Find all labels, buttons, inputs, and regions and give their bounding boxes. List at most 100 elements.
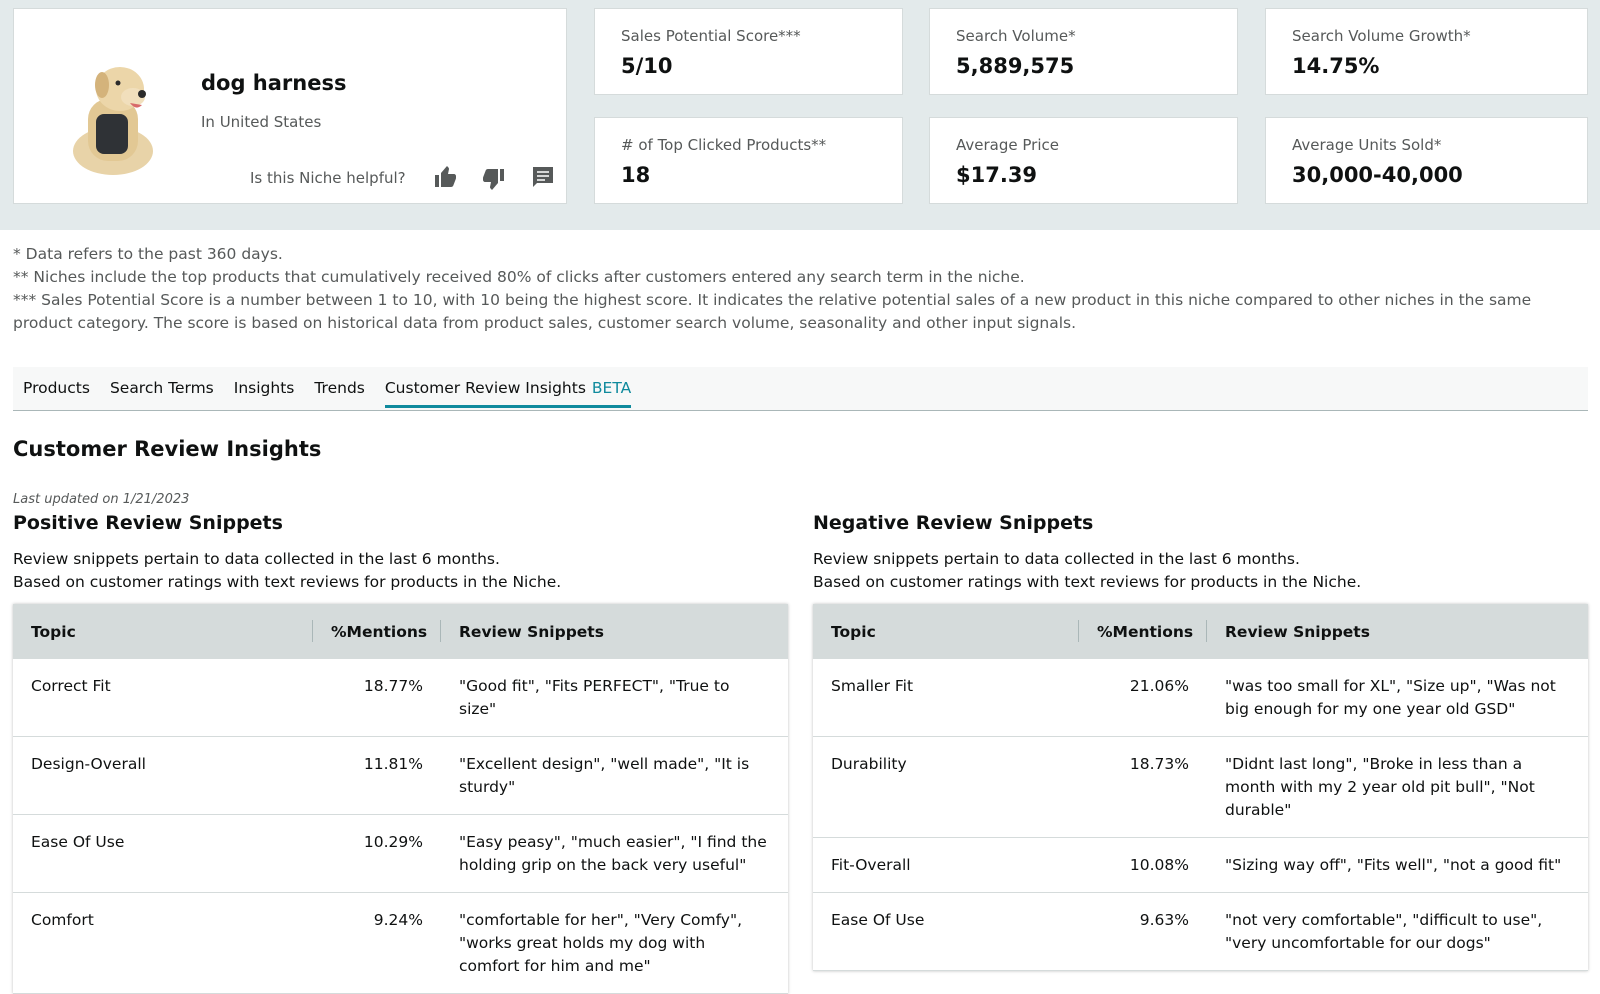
snippets: "Easy peasy", "much easier", "I find the… <box>441 814 788 893</box>
tab-label: Search Terms <box>109 379 214 397</box>
metric-card: Sales Potential Score*** 5/10 <box>594 8 903 95</box>
column-header: %Mentions <box>313 604 441 659</box>
panel-title: Negative Review Snippets <box>813 512 1094 534</box>
tab-label: Trends <box>314 379 365 397</box>
mentions: 9.63% <box>1079 892 1207 971</box>
table-body: Correct Fit 18.77% "Good fit", "Fits PERFE… <box>13 659 788 994</box>
table-head: Topic %Mentions Review Snippets <box>813 604 1588 659</box>
review-panel: Positive Review Snippets Review snippets … <box>13 512 788 994</box>
tab[interactable]: Trends <box>314 367 365 411</box>
niche-image <box>73 67 153 175</box>
tab[interactable]: Insights <box>234 367 295 411</box>
snippets: "Sizing way off", "Fits well", "not a go… <box>1207 837 1588 893</box>
metric-card: Search Volume Growth* 14.75% <box>1265 8 1588 95</box>
niche-location: In United States <box>201 113 322 131</box>
table-head: Topic %Mentions Review Snippets <box>13 604 788 659</box>
tab-label: Customer Review Insights <box>384 379 586 397</box>
snippets: "not very comfortable", "difficult to us… <box>1207 892 1588 971</box>
topic: Durability <box>813 736 1079 838</box>
table-row: Fit-Overall 10.08% "Sizing way off", "Fits… <box>813 837 1588 893</box>
snippets: "comfortable for her", "Very Comfy", "wo… <box>441 892 788 994</box>
panel-description: Based on customer ratings with text revi… <box>813 573 1362 591</box>
metric-value: 30,000-40,000 <box>1292 163 1463 187</box>
topic: Smaller Fit <box>813 659 1079 737</box>
mentions: 18.77% <box>313 659 441 737</box>
panel-description: Based on customer ratings with text revi… <box>13 573 562 591</box>
footnotes: * Data refers to the past 360 days. ** Ni… <box>13 243 1573 335</box>
table-row: Smaller Fit 21.06% "was too small for XL",… <box>813 659 1588 737</box>
mentions: 18.73% <box>1079 736 1207 838</box>
mentions: 21.06% <box>1079 659 1207 737</box>
table-row: Design-Overall 11.81% "Excellent design", … <box>13 736 788 815</box>
header-row: Topic %Mentions Review Snippets <box>13 604 788 659</box>
tab-bar: Products Search Terms Insights Trends Custom… <box>13 367 1588 411</box>
topic: Design-Overall <box>13 736 313 815</box>
footnote: *** Sales Potential Score is a number be… <box>13 291 1532 332</box>
snippets: "was too small for XL", "Size up", "Was … <box>1207 659 1588 737</box>
panel-description: Review snippets pertain to data collecte… <box>13 550 500 568</box>
metric-label: Average Units Sold* <box>1292 136 1442 154</box>
mentions: 9.24% <box>313 892 441 994</box>
mentions: 11.81% <box>313 736 441 815</box>
snippet-table: Topic %Mentions Review Snippets Smaller Fit… <box>813 604 1588 971</box>
topic: Ease Of Use <box>813 892 1079 971</box>
metric-label: Search Volume* <box>956 27 1076 45</box>
thumbs-up[interactable] <box>432 165 458 189</box>
section-title: Customer Review Insights <box>13 437 322 461</box>
footnote: ** Niches include the top products that … <box>13 268 1025 286</box>
metric-value: $17.39 <box>956 163 1038 187</box>
column-header: Topic <box>813 604 1079 659</box>
metric-value: 5,889,575 <box>956 54 1075 78</box>
metric-label: # of Top Clicked Products** <box>621 136 827 154</box>
table-row: Correct Fit 18.77% "Good fit", "Fits PERFE… <box>13 659 788 737</box>
metric-label: Sales Potential Score*** <box>621 27 801 45</box>
last-updated: Last updated on 1/21/2023 <box>13 492 190 507</box>
metric-value: 18 <box>621 163 651 187</box>
metric-label: Search Volume Growth* <box>1292 27 1471 45</box>
tab-label: Insights <box>233 379 295 397</box>
topic: Comfort <box>13 892 313 994</box>
panel-title: Positive Review Snippets <box>13 512 283 534</box>
mentions: 10.29% <box>313 814 441 893</box>
tab[interactable]: Search Terms <box>110 367 214 411</box>
helpful-prompt: Is this Niche helpful? <box>250 169 406 187</box>
table-row: Ease Of Use 9.63% "not very comfortable", … <box>813 892 1588 971</box>
table-row: Comfort 9.24% "comfortable for her", "Very… <box>13 892 788 994</box>
metric-label: Average Price <box>956 136 1059 154</box>
table-row: Durability 18.73% "Didnt last long", "Brok… <box>813 736 1588 838</box>
metric-card: Average Units Sold* 30,000-40,000 <box>1265 117 1588 204</box>
metric-value: 5/10 <box>621 54 673 78</box>
footnote: * Data refers to the past 360 days. <box>13 245 283 263</box>
review-panel: Negative Review Snippets Review snippets … <box>813 512 1588 971</box>
metric-card: Search Volume* 5,889,575 <box>929 8 1238 95</box>
topic: Fit-Overall <box>813 837 1079 893</box>
mentions: 10.08% <box>1079 837 1207 893</box>
snippets: "Didnt last long", "Broke in less than a… <box>1207 736 1588 838</box>
table-body: Smaller Fit 21.06% "was too small for XL",… <box>813 659 1588 971</box>
topic: Ease Of Use <box>13 814 313 893</box>
tab-badge: BETA <box>591 379 632 397</box>
snippet-table: Topic %Mentions Review Snippets Correct Fit… <box>13 604 788 994</box>
topic: Correct Fit <box>13 659 313 737</box>
niche-card: dog harness In United States Is this Nic… <box>13 8 567 204</box>
snippets: "Excellent design", "well made", "It is … <box>441 736 788 815</box>
column-header: Review Snippets <box>1207 604 1588 659</box>
column-header: Topic <box>13 604 313 659</box>
niche-title: dog harness <box>201 71 347 95</box>
tab[interactable]: Products <box>23 367 90 411</box>
table-row: Ease Of Use 10.29% "Easy peasy", "much eas… <box>13 814 788 893</box>
metric-card: # of Top Clicked Products** 18 <box>594 117 903 204</box>
column-header: Review Snippets <box>441 604 788 659</box>
feedback[interactable] <box>531 165 555 189</box>
column-header: %Mentions <box>1079 604 1207 659</box>
metric-value: 14.75% <box>1292 54 1380 78</box>
tab-label: Products <box>23 379 90 397</box>
panel-description: Review snippets pertain to data collecte… <box>813 550 1300 568</box>
metric-card: Average Price $17.39 <box>929 117 1238 204</box>
header-row: Topic %Mentions Review Snippets <box>813 604 1588 659</box>
snippets: "Good fit", "Fits PERFECT", "True to siz… <box>441 659 788 737</box>
tab[interactable]: Customer Review Insights BETA <box>384 367 632 408</box>
thumbs-down[interactable] <box>481 167 507 191</box>
